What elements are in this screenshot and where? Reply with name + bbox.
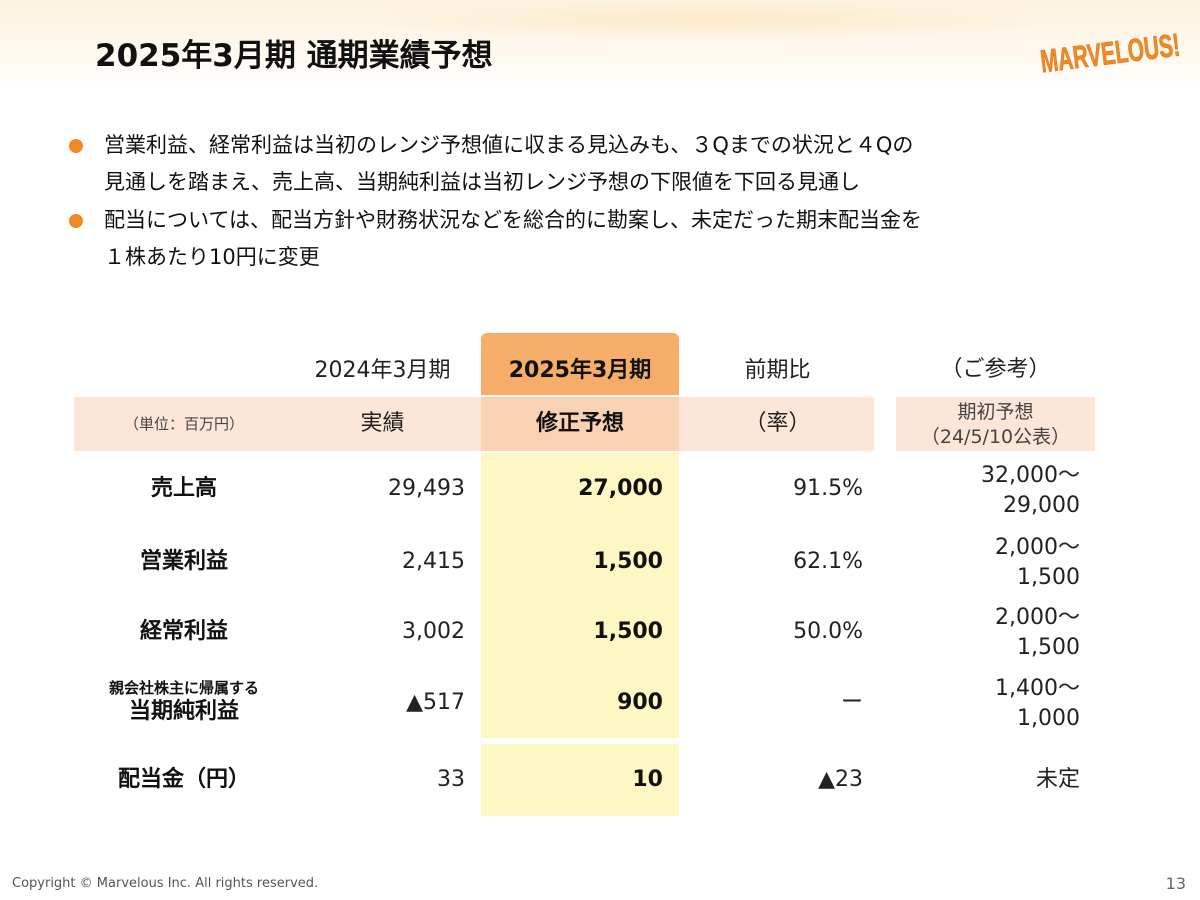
cell-initial-line2: 1,500 bbox=[1017, 635, 1080, 660]
row-label-net-sales: 売上高 bbox=[150, 476, 217, 501]
page-number: 13 bbox=[1165, 874, 1186, 893]
slide-title: 2025年3月期 通期業績予想 bbox=[95, 38, 493, 74]
row-label-net-income-line1: 親会社株主に帰属する bbox=[108, 679, 259, 697]
marvelous-logo: MARVELOUS! bbox=[1036, 12, 1184, 78]
header-glow bbox=[360, 0, 1060, 40]
bullet-dot-icon bbox=[69, 139, 83, 153]
bullet-line: 配当については、配当方針や財務状況などを総合的に勘案し、未定だった期末配当金を bbox=[104, 208, 922, 232]
header-2024: 2024年3月期 bbox=[314, 358, 451, 383]
forecast-column-highlight bbox=[481, 453, 679, 738]
cell-ratio: ▲23 bbox=[818, 767, 863, 792]
subheader-actual: 実績 bbox=[360, 411, 405, 436]
row-label-ordinary-income: 経常利益 bbox=[139, 619, 228, 644]
cell-initial-line1: 1,400～ bbox=[995, 676, 1080, 701]
subheader-initial-forecast: 期初予想 （24/5/10公表） bbox=[896, 400, 1095, 450]
subheader-initial-line2: （24/5/10公表） bbox=[920, 426, 1071, 448]
subheader-initial-line1: 期初予想 bbox=[957, 401, 1034, 423]
cell-initial: 2,000～ 1,500 bbox=[896, 533, 1080, 593]
unit-label: （単位：百万円） bbox=[123, 415, 244, 433]
bullet-line: 見通しを踏まえ、売上高、当期純利益は当初レンジ予想の下限値を下回る見通し bbox=[104, 170, 860, 194]
bullet-list: 営業利益、経常利益は当初のレンジ予想値に収まる見込みも、３Qまでの状況と４Qの … bbox=[66, 127, 1146, 276]
cell-actual: ▲517 bbox=[406, 690, 465, 715]
bullet-line: １株あたり10円に変更 bbox=[104, 245, 320, 269]
bullet-dot-icon bbox=[69, 214, 83, 228]
cell-actual: 2,415 bbox=[402, 549, 465, 574]
row-label-operating-income: 営業利益 bbox=[139, 549, 228, 574]
header-yoy: 前期比 bbox=[744, 358, 811, 383]
header-reference: （ご参考） bbox=[940, 357, 1051, 382]
cell-initial-line1: 32,000～ bbox=[981, 463, 1080, 488]
row-label-dividend: 配当金（円） bbox=[117, 767, 250, 792]
cell-actual: 29,493 bbox=[388, 476, 465, 501]
cell-initial: 32,000～ 29,000 bbox=[896, 461, 1080, 521]
forecast-subheader-highlight bbox=[481, 397, 679, 451]
cell-forecast: 1,500 bbox=[593, 619, 663, 644]
cell-actual: 33 bbox=[437, 767, 465, 792]
cell-initial: 未定 bbox=[1035, 767, 1080, 792]
forecast-dividend-highlight bbox=[481, 744, 679, 816]
cell-initial: 2,000～ 1,500 bbox=[896, 603, 1080, 663]
cell-ratio: ー bbox=[840, 690, 863, 715]
subheader-band-reference bbox=[896, 397, 1095, 451]
cell-initial-line2: 29,000 bbox=[1003, 493, 1080, 518]
cell-initial: 1,400～ 1,000 bbox=[896, 674, 1080, 734]
row-label-net-income: 親会社株主に帰属する 当期純利益 bbox=[74, 678, 294, 726]
header-2025: 2025年3月期 bbox=[508, 358, 652, 383]
subheader-rate: （率） bbox=[744, 411, 811, 436]
subheader-band bbox=[74, 397, 874, 451]
cell-ratio: 50.0% bbox=[793, 619, 863, 644]
bullet-item: 営業利益、経常利益は当初のレンジ予想値に収まる見込みも、３Qまでの状況と４Qの … bbox=[66, 127, 1146, 201]
logo-text: MARVELOUS! bbox=[1038, 27, 1181, 78]
cell-forecast: 1,500 bbox=[593, 549, 663, 574]
cell-initial-line1: 2,000～ bbox=[995, 605, 1080, 630]
cell-forecast: 10 bbox=[632, 767, 663, 792]
cell-ratio: 62.1% bbox=[793, 549, 863, 574]
subheader-revised-forecast: 修正予想 bbox=[535, 411, 624, 436]
cell-forecast: 27,000 bbox=[578, 476, 663, 501]
bullet-item: 配当については、配当方針や財務状況などを総合的に勘案し、未定だった期末配当金を … bbox=[66, 202, 1146, 276]
cell-initial-line2: 1,000 bbox=[1017, 706, 1080, 731]
cell-ratio: 91.5% bbox=[793, 476, 863, 501]
cell-initial-line1: 2,000～ bbox=[995, 535, 1080, 560]
cell-forecast: 900 bbox=[617, 690, 663, 715]
bullet-line: 営業利益、経常利益は当初のレンジ予想値に収まる見込みも、３Qまでの状況と４Qの bbox=[104, 133, 914, 157]
copyright-footer: Copyright © Marvelous Inc. All rights re… bbox=[12, 876, 319, 891]
forecast-header-highlight bbox=[481, 333, 679, 395]
cell-initial-line2: 1,500 bbox=[1017, 565, 1080, 590]
cell-actual: 3,002 bbox=[402, 619, 465, 644]
row-label-net-income-line2: 当期純利益 bbox=[128, 699, 239, 724]
